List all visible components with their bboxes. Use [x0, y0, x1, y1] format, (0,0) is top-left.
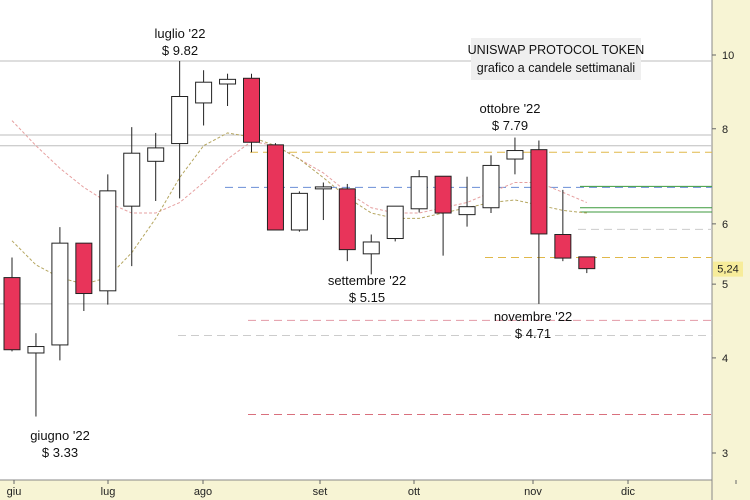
level-lines: [0, 60, 712, 416]
candle-body: [434, 175, 452, 214]
x-tick-label: set: [313, 486, 328, 498]
annotation-label: giugno '22: [30, 428, 90, 443]
candle-body: [386, 205, 404, 240]
y-tick-label: 10: [722, 50, 734, 62]
candle-body: [27, 346, 45, 354]
candle: [290, 191, 308, 232]
annotation-label: luglio '22: [155, 26, 206, 41]
annotation-label: settembre '22: [328, 273, 406, 288]
y-tick-label: 4: [722, 353, 728, 365]
annotation-label: ottobre '22: [479, 101, 540, 116]
candle: [266, 143, 284, 231]
annotation-label: novembre '22: [494, 309, 572, 324]
annotation-value: $ 3.33: [42, 445, 78, 460]
candle: [171, 61, 189, 199]
candle: [123, 127, 141, 267]
candle-body: [482, 164, 500, 209]
last-price-badge: 5,24: [713, 261, 743, 277]
x-tick-label: lug: [101, 486, 116, 498]
candle: [99, 174, 117, 305]
x-tick-label: nov: [524, 486, 542, 498]
annotations: luglio '22 $ 9.82 giugno '22 $ 3.33 settembr…: [30, 26, 572, 460]
y-tick-label: 6: [722, 219, 728, 231]
annotation-value: $ 9.82: [162, 43, 198, 58]
candle-body: [243, 77, 260, 143]
chart-subtitle: grafico a candele settimanali: [477, 61, 635, 75]
chart-title: UNISWAP PROTOCOL TOKEN: [468, 43, 645, 57]
candle-body: [410, 176, 428, 210]
x-tick-label: ago: [194, 486, 212, 498]
x-tick-label: giu: [7, 486, 22, 498]
candle: [482, 155, 500, 214]
candle: [314, 182, 332, 221]
y-axis-ticks: 3 4 5 6 8 10: [712, 50, 734, 460]
candle: [219, 73, 237, 107]
candle: [362, 234, 380, 275]
candle: [75, 242, 93, 311]
candle: [147, 132, 165, 201]
candle-body: [99, 190, 117, 292]
annotation-value: $ 4.71: [515, 326, 551, 341]
candle-body: [362, 241, 380, 255]
x-tick-label: dic: [621, 486, 636, 498]
candle: [51, 227, 69, 361]
candle: [338, 183, 356, 262]
candle-body: [506, 150, 524, 160]
candle: [434, 175, 452, 256]
candle-body: [51, 242, 69, 346]
last-price-label: 5,24: [717, 264, 738, 276]
candle-body: [554, 234, 572, 259]
annotation-value: $ 7.79: [492, 118, 528, 133]
y-tick-label: 8: [722, 124, 728, 136]
x-axis-ticks: giu lug ago set ott nov dic: [7, 480, 737, 498]
candle: [243, 73, 260, 153]
y-axis-panel: [712, 0, 750, 500]
candle: [530, 140, 548, 304]
title-box: UNISWAP PROTOCOL TOKEN grafico a candele…: [468, 38, 645, 80]
y-tick-label: 5: [722, 279, 728, 291]
candle-body: [3, 277, 21, 351]
candle: [195, 70, 213, 126]
candle: [3, 257, 21, 352]
candle-body: [147, 147, 165, 162]
candle: [554, 189, 572, 262]
candle-body: [530, 149, 548, 235]
candle: [410, 170, 428, 213]
candle-body: [75, 242, 93, 295]
candle-body: [123, 152, 141, 207]
candle: [506, 137, 524, 175]
candle: [578, 256, 596, 274]
x-axis-panel: [0, 480, 712, 500]
candle-body: [219, 78, 237, 85]
candle-body: [338, 188, 356, 251]
candle-body: [266, 144, 284, 231]
candle: [458, 176, 476, 227]
candle: [27, 333, 45, 417]
candle-body: [171, 96, 189, 145]
x-tick-label: ott: [408, 486, 420, 498]
candle-body: [195, 81, 213, 104]
candle: [386, 205, 404, 242]
annotation-value: $ 5.15: [349, 290, 385, 305]
y-tick-label: 3: [722, 448, 728, 460]
candle-body: [290, 192, 308, 231]
candles: [3, 61, 596, 417]
candle-body: [314, 186, 332, 190]
candle-body: [578, 256, 596, 270]
candle-body: [458, 206, 476, 216]
